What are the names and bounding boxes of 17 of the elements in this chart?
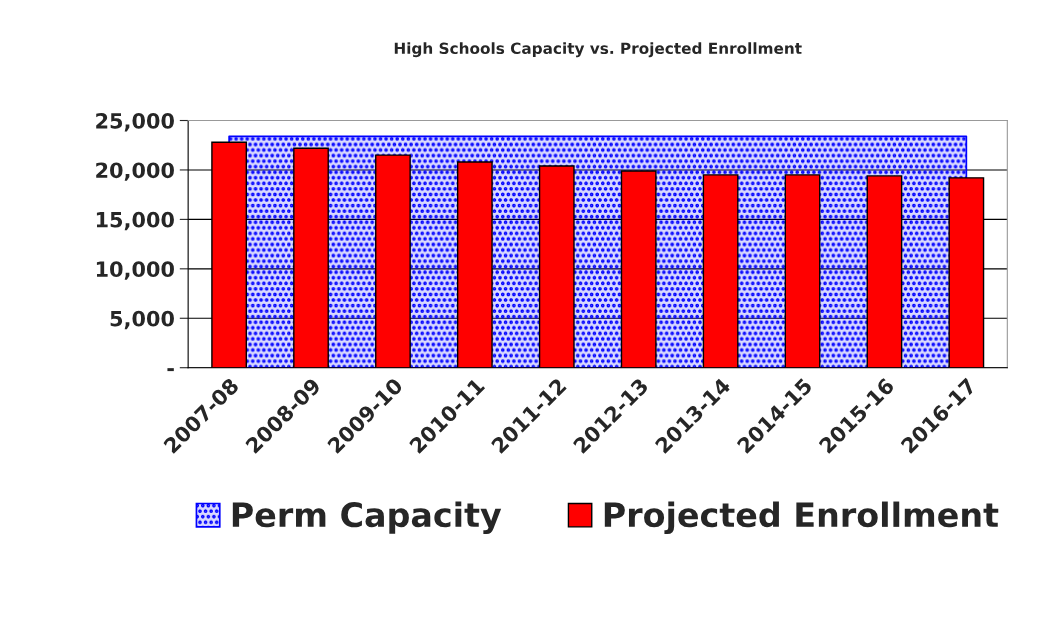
bar [784, 174, 821, 368]
y-tick-label: 20,000 [96, 162, 174, 181]
y-tick-label: - [167, 368, 174, 372]
bar [538, 165, 575, 368]
bar [866, 175, 903, 368]
bar [456, 161, 493, 368]
bar [702, 174, 739, 368]
chart-title: High Schools Capacity vs. Projected Enrollment [394, 42, 802, 58]
legend-label: Projected Enrollment [604, 501, 999, 535]
y-tick-label: 25,000 [96, 112, 174, 132]
bar [293, 147, 329, 368]
bar [620, 170, 657, 368]
y-tick-label: 5,000 [110, 310, 174, 330]
bar [375, 154, 411, 368]
y-tick-label: 10,000 [96, 261, 174, 280]
y-tick-label: 15,000 [96, 211, 174, 231]
legend-label: Perm Capacity [232, 501, 502, 535]
